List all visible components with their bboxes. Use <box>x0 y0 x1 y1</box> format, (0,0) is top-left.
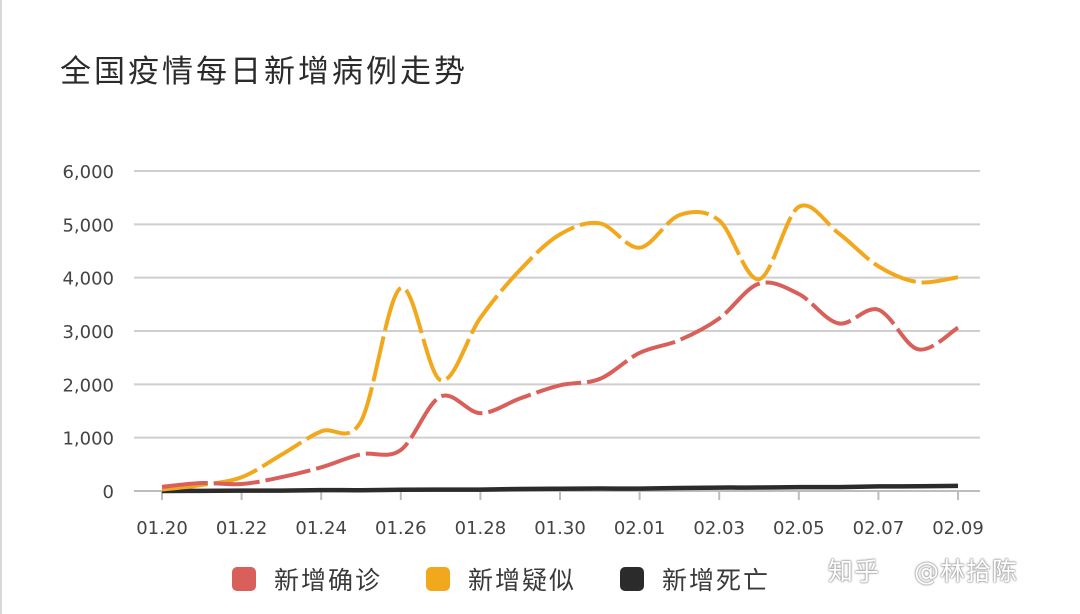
watermark-author: @林拾陈 <box>914 557 1019 586</box>
y-tick-label: 2,000 <box>62 375 114 396</box>
watermark: 知乎 @林拾陈 <box>828 552 1018 588</box>
x-tick-label: 01.20 <box>136 518 188 539</box>
legend-item-confirmed[interactable]: 新增确诊 <box>232 561 382 597</box>
x-tick-label: 01.22 <box>216 518 268 539</box>
x-tick-label: 02.09 <box>932 518 984 539</box>
chart-title: 全国疫情每日新增病例走势 <box>60 54 468 90</box>
legend-swatch-suspected <box>426 567 451 591</box>
x-tick-label: 01.28 <box>455 518 507 539</box>
y-tick-label: 3,000 <box>62 322 114 343</box>
series-line-suspected <box>161 203 959 492</box>
legend-item-suspected[interactable]: 新增疑似 <box>426 561 576 597</box>
legend-swatch-confirmed <box>232 567 256 591</box>
y-tick-label: 4,000 <box>62 269 114 290</box>
legend-label-suspected: 新增疑似 <box>468 566 577 595</box>
x-tick-label: 02.03 <box>693 518 745 539</box>
legend-label-deaths: 新增死亡 <box>662 566 771 595</box>
y-tick-label: 1,000 <box>62 429 114 450</box>
legend-swatch-deaths <box>620 567 645 591</box>
y-tick-label: 6,000 <box>62 162 114 183</box>
x-axis-ticks: 01.20 01.22 01.24 01.26 01.28 01.30 02.01 02.03… <box>136 491 984 539</box>
x-tick-label: 01.30 <box>534 518 586 539</box>
x-tick-label: 01.26 <box>375 518 427 539</box>
series-line-confirmed <box>161 280 960 489</box>
watermark-site: 知乎 <box>828 557 881 586</box>
y-tick-label: 5,000 <box>62 215 114 236</box>
x-tick-label: 02.01 <box>614 518 666 539</box>
y-tick-label: 0 <box>103 482 114 503</box>
y-axis-ticks: 0 1,000 2,000 3,000 4,000 5,000 6,000 <box>62 162 114 503</box>
legend-label-confirmed: 新增确诊 <box>274 566 383 595</box>
x-tick-label: 02.07 <box>853 518 905 539</box>
x-tick-label: 01.24 <box>295 518 347 539</box>
left-border <box>0 0 2 614</box>
legend-item-deaths[interactable]: 新增死亡 <box>620 561 770 597</box>
x-tick-label: 02.05 <box>773 518 825 539</box>
series-line-deaths <box>161 483 959 494</box>
grid-lines <box>134 170 980 492</box>
series-lines <box>161 203 960 494</box>
legend: 新增确诊 新增疑似 新增死亡 <box>232 556 814 602</box>
